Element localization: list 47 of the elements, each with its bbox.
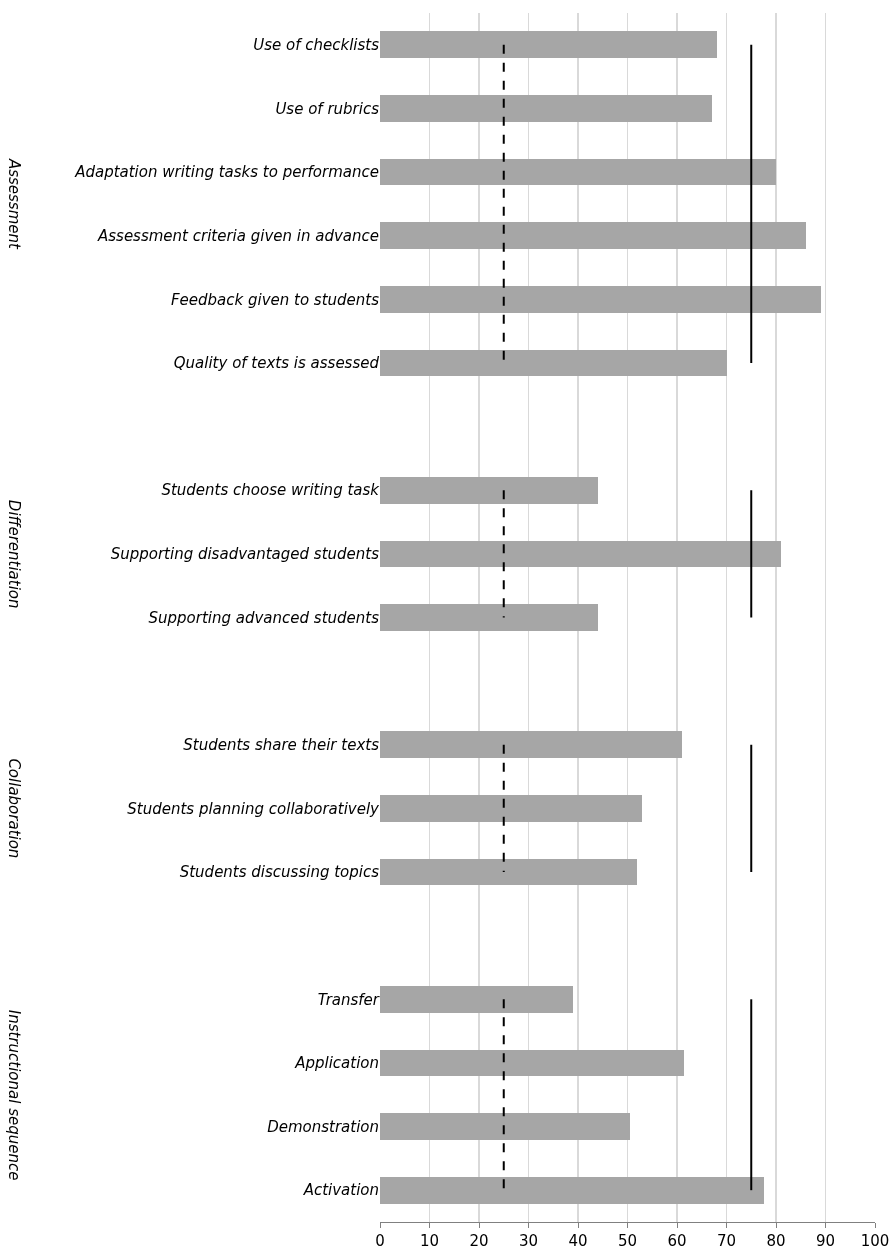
- bar: [380, 285, 821, 313]
- bar: [380, 1113, 630, 1140]
- bar: [380, 95, 712, 122]
- bar: [380, 31, 717, 59]
- x-tick-label: 60: [667, 1232, 687, 1250]
- bar: [380, 158, 776, 186]
- y-tick-label: Feedback given to students: [170, 290, 380, 309]
- y-tick-label: Use of rubrics: [275, 99, 380, 118]
- x-tick-label: 50: [617, 1232, 638, 1250]
- x-tick-label: 90: [815, 1232, 836, 1250]
- bar: [380, 858, 638, 886]
- bar: [380, 1176, 764, 1204]
- y-tick-label: Quality of texts is assessed: [173, 354, 380, 373]
- y-tick-label: Students planning collaboratively: [127, 799, 381, 818]
- bar: [380, 985, 574, 1013]
- y-tick-label: Adaptation writing tasks to performance: [74, 163, 379, 182]
- y-tick-label: Students share their texts: [183, 736, 380, 755]
- y-tick-label: Supporting disadvantaged students: [110, 545, 380, 564]
- text: Differentiation: [4, 499, 23, 609]
- bar: [380, 795, 643, 822]
- x-tick-label: 20: [469, 1232, 489, 1250]
- text: Instructional sequence: [4, 1009, 23, 1181]
- y-tick-label: Assessment criteria given in advance: [96, 226, 379, 245]
- y-tick-label: Supporting advanced students: [148, 608, 380, 627]
- y-tick-label: Demonstration: [267, 1117, 379, 1136]
- bar: [380, 604, 598, 631]
- y-tick-label: Students choose writing task: [161, 481, 381, 500]
- x-tick-label: 30: [518, 1232, 539, 1250]
- x-tick-label: 80: [766, 1232, 786, 1250]
- y-tick-label: Students discussing topics: [179, 863, 380, 882]
- bar: [380, 1049, 685, 1077]
- y-tick-label: Transfer: [317, 990, 380, 1009]
- bar: [380, 540, 781, 568]
- bar: [380, 222, 806, 250]
- x-tick-label: 40: [568, 1232, 588, 1250]
- bar: [380, 349, 727, 377]
- x-tick-label: 0: [375, 1232, 385, 1250]
- bar: [380, 476, 598, 504]
- x-tick-label: 10: [419, 1232, 440, 1250]
- y-tick-label: Activation: [302, 1181, 379, 1200]
- bar: [380, 731, 682, 759]
- y-tick-label: Application: [294, 1054, 379, 1073]
- text: Assessment: [4, 157, 23, 250]
- x-tick-label: 100: [860, 1232, 890, 1250]
- x-tick-label: 70: [716, 1232, 737, 1250]
- text: Collaboration: [5, 758, 24, 859]
- y-tick-label: Use of checklists: [253, 36, 380, 55]
